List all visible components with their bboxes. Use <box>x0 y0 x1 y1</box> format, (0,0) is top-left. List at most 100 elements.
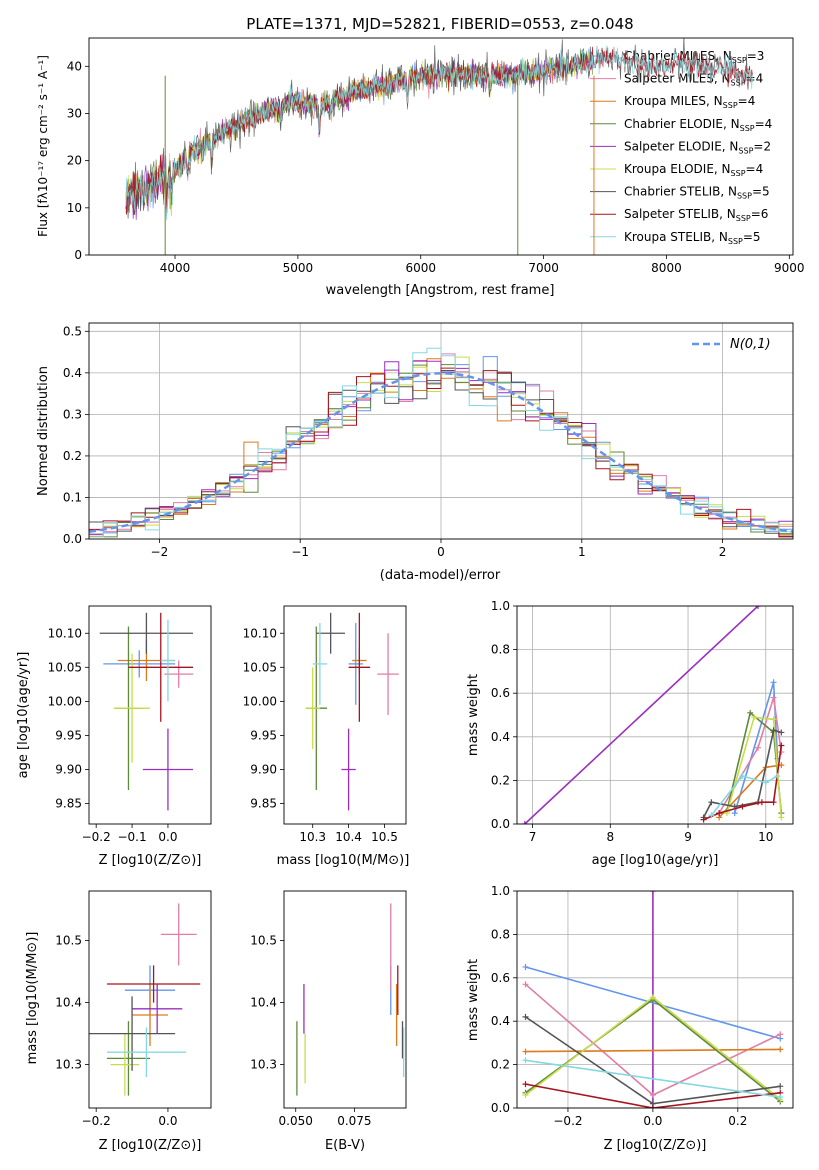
spectrum-ylabel: Flux [fλ10⁻¹⁷ erg cm⁻² s⁻¹ A⁻¹] <box>36 55 50 237</box>
mass-weight-marker <box>649 994 656 1001</box>
y-tick-label: 10.5 <box>55 934 82 948</box>
mass-weight-marker <box>700 816 707 823</box>
errorbar-point-6 <box>89 996 176 1071</box>
y-tick-label: 40 <box>67 59 82 73</box>
legend-label-7: Salpeter STELIB, NSSP=6 <box>624 207 768 223</box>
x-tick-label: 2 <box>719 545 727 559</box>
x-tick-label: 8 <box>606 830 614 844</box>
mass-weight-marker <box>755 606 762 609</box>
mass-weight-marker <box>778 729 785 736</box>
y-tick-label: 10 <box>67 201 82 215</box>
y-tick-label: 10.05 <box>48 660 82 674</box>
y-tick-label: 10.5 <box>250 934 277 948</box>
massZ-ylabel: mass [log10(M/M⊙)] <box>25 932 40 1065</box>
age-vs-Z-panel: −0.2 −0.1 0.0 9.85 9.90 9.95 10.00 10.05 10.10 <box>48 605 212 844</box>
x-tick-label: −1 <box>291 545 309 559</box>
x-tick-label: 8000 <box>651 261 682 275</box>
y-tick-label: 0.6 <box>491 686 510 700</box>
massZ-xlabel: Z [log10(Z/Z⊙)] <box>99 1138 202 1153</box>
mwZ-ylabel: mass weight <box>466 959 481 1041</box>
mass-weight-marker <box>774 773 781 780</box>
x-tick-label: 10 <box>758 830 773 844</box>
x-tick-label: 0.0 <box>643 1114 662 1128</box>
y-tick-label: 10.05 <box>243 660 277 674</box>
x-tick-label: 0.0 <box>158 830 177 844</box>
y-tick-label: 0.6 <box>491 971 510 985</box>
y-tick-label: 0.0 <box>63 532 82 546</box>
y-tick-label: 0.2 <box>491 773 510 787</box>
y-tick-label: 10.10 <box>243 626 277 640</box>
x-tick-label: 0.075 <box>337 1114 371 1128</box>
x-tick-label: 0.2 <box>728 1114 747 1128</box>
errorbar-point-2 <box>132 984 168 1046</box>
histogram-series-7 <box>89 367 793 538</box>
y-tick-label: 1.0 <box>491 599 510 613</box>
legend-label-2: Kroupa MILES, NSSP=4 <box>624 94 755 110</box>
y-tick-label: 1.0 <box>491 884 510 898</box>
errorbar-point-1 <box>160 903 197 966</box>
errorbar-point-0 <box>348 623 363 705</box>
ageMass-xlabel: mass [log10(M/M⊙)] <box>277 853 410 868</box>
errorbar-point-7 <box>128 612 194 722</box>
spectrum-panel: 4000 5000 6000 7000 8000 9000 0 10 20 30 40 <box>67 37 805 275</box>
mass-weight-marker <box>522 963 529 970</box>
x-tick-label: −0.2 <box>82 1114 111 1128</box>
legend-label-6: Chabrier STELIB, NSSP=5 <box>624 185 770 201</box>
mass-weight-marker <box>770 694 777 701</box>
y-tick-label: 9.90 <box>55 763 82 777</box>
errorbar-point-0 <box>103 650 176 678</box>
mass-weight-series-0 <box>524 606 759 824</box>
mass-weight-marker <box>778 742 785 749</box>
y-tick-label: 0.2 <box>63 449 82 463</box>
residuals-ylabel: Normed distribution <box>36 366 51 496</box>
mass-weight-vs-Z-plot-area <box>522 891 784 1108</box>
errorbar-point-6 <box>99 612 194 654</box>
mass-weight-vs-Z-frame <box>516 890 794 1109</box>
y-tick-label: 30 <box>67 106 82 120</box>
legend-label-8: Kroupa STELIB, NSSP=5 <box>624 230 761 246</box>
x-tick-label: 9000 <box>774 261 805 275</box>
x-tick-label: 0 <box>437 545 445 559</box>
mass-weight-vs-age-frame <box>516 605 794 825</box>
x-tick-label: −0.2 <box>82 830 111 844</box>
y-tick-label: 9.85 <box>55 797 82 811</box>
mass-vs-ebv-plot-area <box>296 903 405 1096</box>
mass-weight-marker <box>649 1105 656 1108</box>
spectrum-title: PLATE=1371, MJD=52821, FIBERID=0553, z=0… <box>246 15 633 33</box>
mass-weight-series-1 <box>525 966 781 1040</box>
legend-label-4: Salpeter ELODIE, NSSP=2 <box>624 139 771 155</box>
mass-weight-marker <box>755 744 762 751</box>
ageZ-xlabel: Z [log10(Z/Z⊙)] <box>99 853 202 868</box>
mass-weight-marker <box>522 981 529 988</box>
y-tick-label: 9.95 <box>250 728 277 742</box>
y-tick-label: 10.3 <box>55 1058 82 1072</box>
histogram-series-8 <box>89 347 793 538</box>
age-vs-Z-plot-area <box>99 612 194 811</box>
errorbar-point-3 <box>106 1021 150 1096</box>
x-tick-label: 10.5 <box>371 830 398 844</box>
mass-weight-marker <box>731 810 738 817</box>
residuals-legend: N(0,1) <box>692 337 771 352</box>
errorbar-point-8 <box>160 619 176 702</box>
spectrum-series-8 <box>125 45 753 221</box>
x-tick-label: 7 <box>529 830 537 844</box>
y-tick-label: 0.0 <box>491 1101 510 1115</box>
x-tick-label: 10.3 <box>299 830 326 844</box>
mass-vs-Z-plot-area <box>89 903 201 1096</box>
errorbar-point-4 <box>341 728 356 811</box>
errorbar-point-7 <box>106 965 201 1003</box>
mwZ-xlabel: Z [log10(Z/Z⊙)] <box>604 1138 707 1153</box>
mass-weight-marker <box>522 1091 529 1098</box>
residuals-plot-area <box>89 347 793 538</box>
mass-weight-marker <box>777 1094 784 1101</box>
mass-vs-ebv-frame <box>283 890 407 1109</box>
y-tick-label: 10.4 <box>55 996 82 1010</box>
x-tick-label: 7000 <box>528 261 559 275</box>
mass-weight-marker <box>708 812 715 819</box>
y-tick-label: 10.00 <box>48 694 82 708</box>
mass-weight-marker <box>747 709 754 716</box>
mass-weight-marker <box>751 714 758 721</box>
y-tick-label: 9.85 <box>250 797 277 811</box>
mass-weight-marker <box>770 679 777 686</box>
mass-vs-Z-panel: −0.2 0.0 10.3 10.4 10.5 <box>55 890 212 1128</box>
